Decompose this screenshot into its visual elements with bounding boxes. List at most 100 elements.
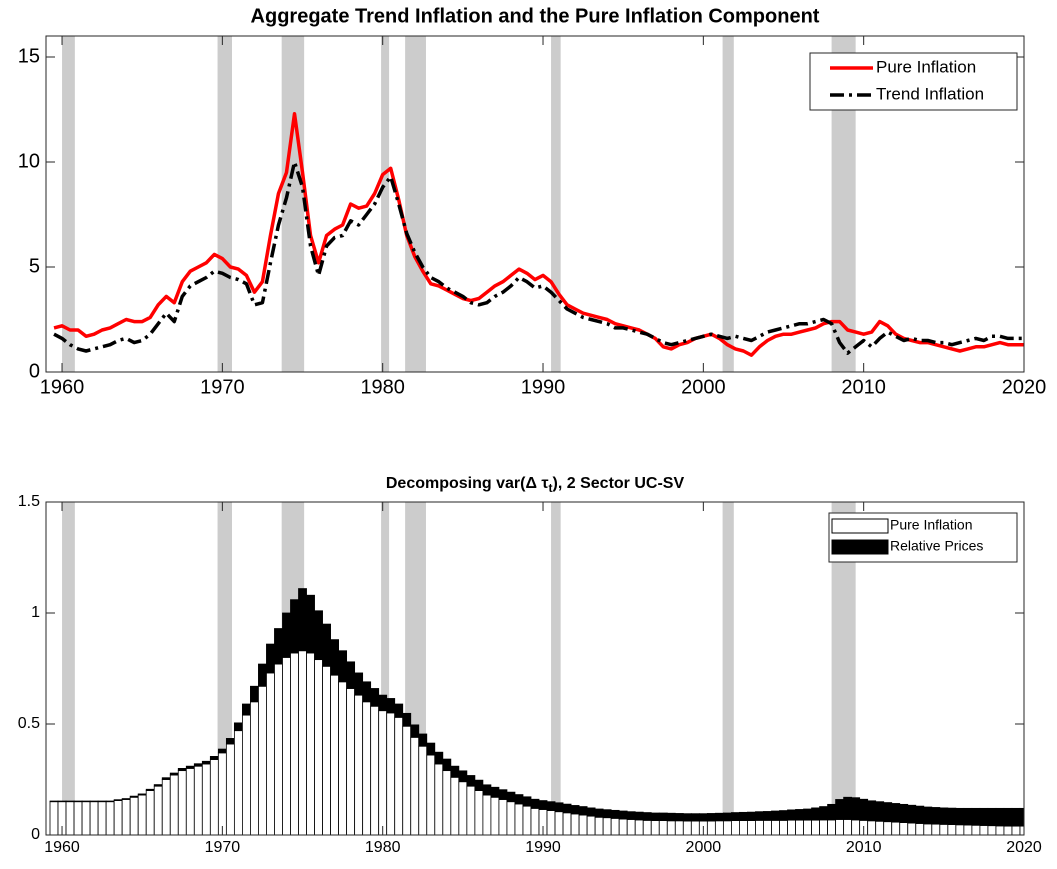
legend-label: Relative Prices <box>890 538 983 554</box>
bar-segment <box>779 819 788 835</box>
bar-segment <box>682 820 692 835</box>
bar-segment <box>362 681 372 703</box>
bar-segment <box>763 819 772 835</box>
bar-segment <box>434 763 444 835</box>
bar-segment <box>282 612 291 658</box>
bar-segment <box>266 643 275 674</box>
bar-segment <box>97 800 107 803</box>
bar-segment <box>570 805 580 815</box>
bar-segment <box>1011 807 1021 827</box>
shaded-period <box>551 502 561 835</box>
bar-segment <box>514 794 524 805</box>
bar-segment <box>81 800 91 803</box>
bar-segment <box>771 810 780 821</box>
legend-label: Pure Inflation <box>890 517 973 533</box>
bar-segment <box>682 813 692 822</box>
bar-segment <box>891 821 901 835</box>
bar-segment <box>65 801 75 835</box>
legend-label: Pure Inflation <box>876 57 976 76</box>
bar-segment <box>498 799 508 835</box>
x-tick-label: 1980 <box>360 376 405 398</box>
x-tick-label: 1970 <box>205 839 241 856</box>
bar-segment <box>1019 807 1024 827</box>
bar-segment <box>955 824 965 835</box>
bar-segment <box>193 763 203 767</box>
bar-segment <box>851 797 861 821</box>
bar-segment <box>739 811 748 821</box>
bar-segment <box>1019 825 1024 835</box>
plot-area <box>49 502 1024 835</box>
bar-segment <box>322 623 331 667</box>
bar-segment <box>602 809 612 819</box>
bar-segment <box>169 774 179 835</box>
bar-segment <box>859 798 869 821</box>
bar-segment <box>626 819 636 835</box>
bar-segment <box>594 816 604 835</box>
bar-segment <box>57 800 67 803</box>
bar-segment <box>314 659 323 835</box>
bar-segment <box>827 803 837 821</box>
shaded-period <box>281 36 305 372</box>
bar-segment <box>129 795 139 798</box>
bar-segment <box>979 825 989 835</box>
bar-segment <box>538 800 548 810</box>
bar-segment <box>875 820 885 835</box>
x-tick-label: 1960 <box>44 839 80 856</box>
bar-segment <box>562 803 572 814</box>
bar-segment <box>803 808 812 821</box>
shaded-period <box>62 36 75 372</box>
chart-title: Decomposing var(Δ τt), 2 Sector UC-SV <box>386 475 685 495</box>
bar-segment <box>322 665 331 835</box>
x-tick-label: 1970 <box>200 376 245 398</box>
line-series <box>53 111 1024 357</box>
y-tick-label: 0 <box>29 360 40 382</box>
bar-segment <box>666 820 676 835</box>
x-tick-label: 2020 <box>1006 839 1042 856</box>
bar-segment <box>474 779 484 792</box>
bar-segment <box>161 779 171 835</box>
bar-segment <box>771 819 780 835</box>
bar-segment <box>81 801 91 835</box>
bar-segment <box>706 820 716 835</box>
bar-segment <box>450 765 460 778</box>
bar-segment <box>522 796 532 807</box>
bar-segment <box>370 705 380 835</box>
bar-segment <box>298 650 307 835</box>
bar-segment <box>161 777 171 780</box>
bar-segment <box>971 824 981 835</box>
bar-segment <box>618 818 628 835</box>
bar-segment <box>89 800 99 803</box>
bar-segment <box>907 822 917 835</box>
bar-segment <box>250 701 259 835</box>
bar-segment <box>49 800 59 803</box>
y-tick-label: 0.5 <box>18 715 40 732</box>
shaded-period <box>217 36 232 372</box>
bar-segment <box>843 819 853 835</box>
bar-segment <box>875 801 885 822</box>
title-subscript: t <box>549 481 553 495</box>
bar-segment <box>1003 807 1013 827</box>
bar-segment <box>554 802 564 813</box>
bar-segment <box>177 770 187 835</box>
x-tick-label: 1990 <box>521 376 566 398</box>
bar-segment <box>185 765 195 769</box>
bar-segment <box>779 810 788 821</box>
bar-segment <box>442 770 452 835</box>
bar-segment <box>426 754 436 835</box>
bar-segment <box>113 800 123 835</box>
bar-segment <box>490 796 500 835</box>
bar-segment <box>755 819 764 835</box>
bar-segment <box>923 806 933 825</box>
bar-segment <box>201 760 211 765</box>
bar-segment <box>306 594 315 654</box>
legend-box <box>809 52 1018 111</box>
bar-segment <box>570 813 580 835</box>
bar-segment <box>883 821 893 835</box>
bar-segment <box>554 811 564 835</box>
bar-segment <box>899 803 909 823</box>
bar-segment <box>650 812 660 821</box>
shaded-period <box>62 502 75 835</box>
bar-segment <box>370 688 380 707</box>
